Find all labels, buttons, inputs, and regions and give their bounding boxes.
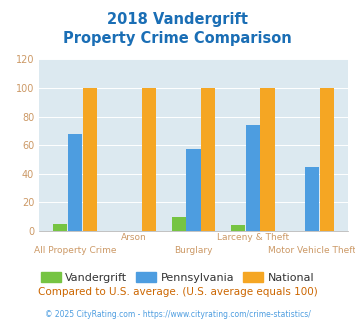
Bar (320, 88, 334, 231)
Bar (83, 88, 97, 231)
Bar (171, 217, 186, 231)
Bar (53, 224, 67, 231)
Text: Motor Vehicle Theft: Motor Vehicle Theft (268, 246, 355, 255)
Bar (201, 88, 215, 231)
Bar (231, 225, 245, 231)
Text: 2018 Vandergrift: 2018 Vandergrift (107, 12, 248, 26)
Bar (305, 167, 319, 231)
Legend: Vandergrift, Pennsylvania, National: Vandergrift, Pennsylvania, National (36, 268, 319, 287)
Bar (186, 149, 201, 231)
Text: Larceny & Theft: Larceny & Theft (217, 233, 289, 242)
Bar (68, 134, 82, 231)
Text: Arson: Arson (121, 233, 147, 242)
Bar (246, 125, 260, 231)
Text: Property Crime Comparison: Property Crime Comparison (63, 31, 292, 46)
Text: © 2025 CityRating.com - https://www.cityrating.com/crime-statistics/: © 2025 CityRating.com - https://www.city… (45, 310, 310, 319)
Bar (261, 88, 275, 231)
Bar (142, 88, 156, 231)
Text: All Property Crime: All Property Crime (34, 246, 116, 255)
Text: Compared to U.S. average. (U.S. average equals 100): Compared to U.S. average. (U.S. average … (38, 287, 317, 297)
Text: Burglary: Burglary (174, 246, 213, 255)
